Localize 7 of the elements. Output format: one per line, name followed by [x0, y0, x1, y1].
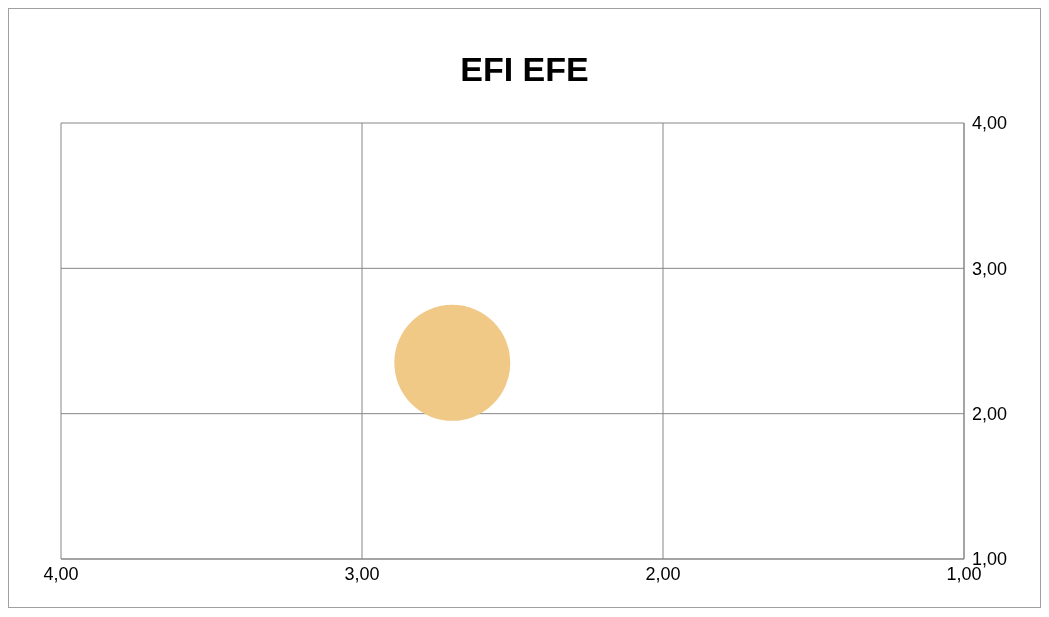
- chart-title: EFI EFE: [459, 49, 590, 90]
- x-tick-label: 4,00: [43, 563, 79, 584]
- y-tick-label: 3,00: [972, 258, 1008, 279]
- y-tick-label: 2,00: [972, 404, 1008, 425]
- x-tick-label: 2,00: [645, 563, 681, 584]
- x-tick-label: 3,00: [344, 563, 380, 584]
- y-tick-label: 4,00: [972, 113, 1008, 134]
